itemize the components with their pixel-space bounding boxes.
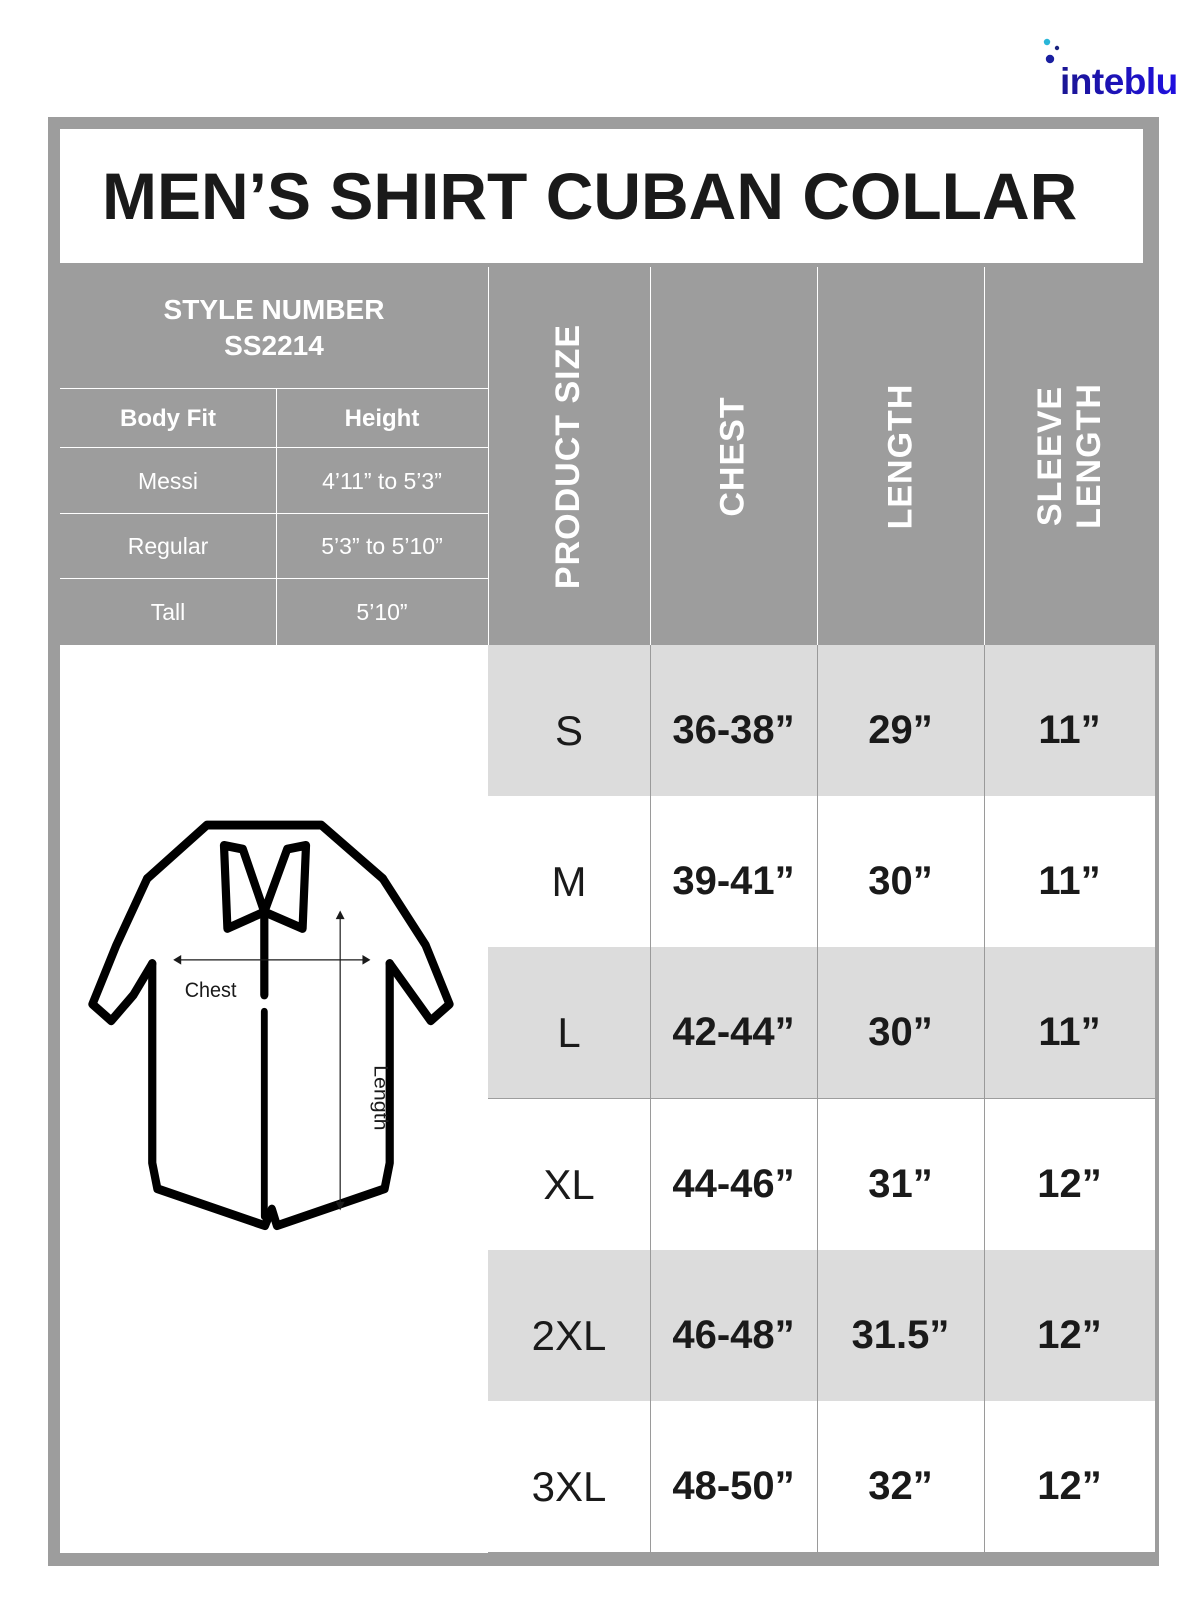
svg-text:Length: Length — [370, 1065, 392, 1130]
svg-text:Chest: Chest — [185, 978, 237, 1002]
svg-text:inteblu: inteblu — [1060, 61, 1178, 102]
